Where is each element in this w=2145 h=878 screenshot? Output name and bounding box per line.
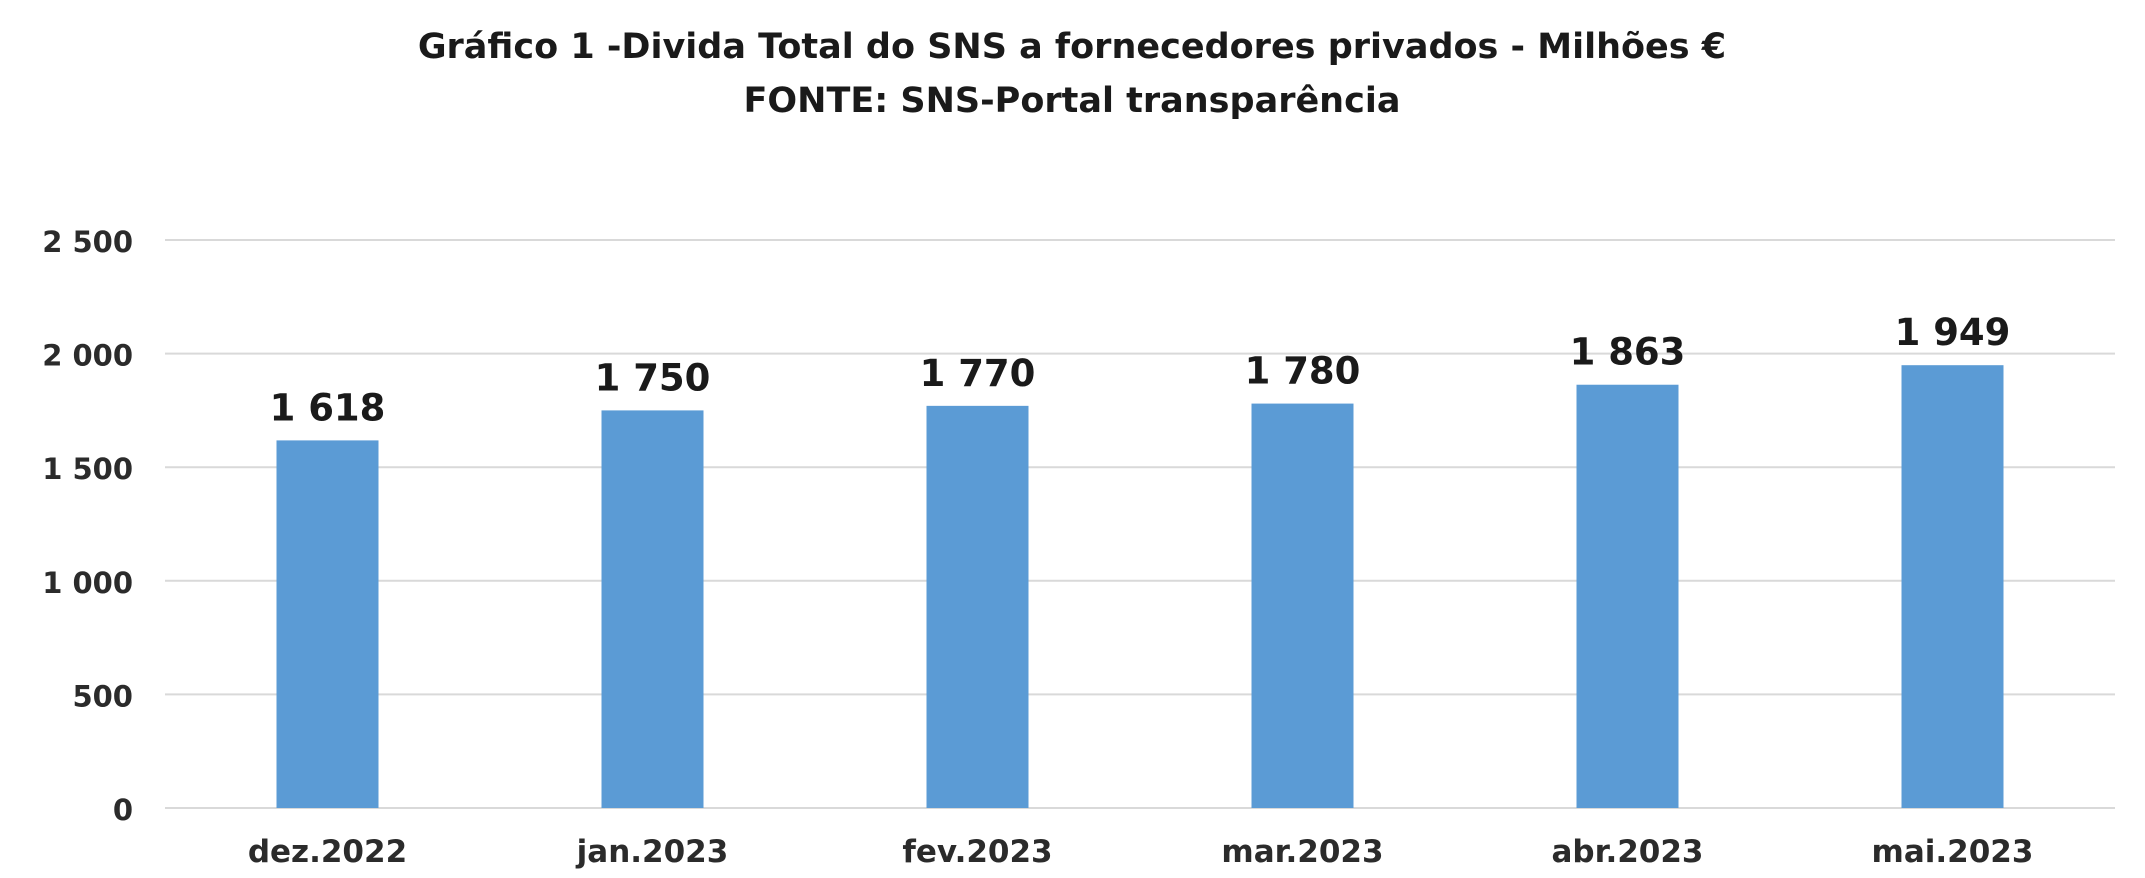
bar [601,410,704,808]
data-label: 1 780 [1245,350,1361,393]
data-label: 1 770 [920,352,1036,395]
bars [276,365,2004,808]
bar [926,405,1029,808]
x-axis-ticks: dez.2022 jan.2023 fev.2023 mar.2023 abr.2023… [248,834,2034,870]
y-tick-label: 500 [72,679,133,713]
bar [1251,403,1354,808]
data-label: 1 949 [1895,311,2011,354]
data-label: 1 618 [270,386,386,429]
y-axis-ticks: 0 500 1 000 1 500 2 000 2 500 [42,225,133,827]
x-tick-label: fev.2023 [902,834,1052,870]
bar [1576,384,1679,808]
y-tick-label: 0 [113,793,133,827]
y-tick-label: 1 500 [42,452,133,486]
data-label: 1 750 [595,356,711,399]
y-tick-label: 1 000 [42,566,133,600]
x-tick-label: jan.2023 [575,834,729,870]
chart-title: Gráfico 1 -Divida Total do SNS a fornece… [418,27,1726,67]
x-tick-label: mai.2023 [1872,834,2034,870]
bar [276,440,379,808]
data-labels: 1 618 1 750 1 770 1 780 1 863 1 949 [270,311,2011,429]
gridlines [165,239,2115,809]
y-tick-label: 2 500 [42,225,133,259]
x-tick-label: abr.2023 [1551,834,1703,870]
chart-subtitle: FONTE: SNS-Portal transparência [744,81,1401,121]
bar [1901,365,2004,808]
x-tick-label: mar.2023 [1221,834,1383,870]
x-tick-label: dez.2022 [248,834,407,870]
data-label: 1 863 [1570,331,1686,374]
y-tick-label: 2 000 [42,339,133,373]
